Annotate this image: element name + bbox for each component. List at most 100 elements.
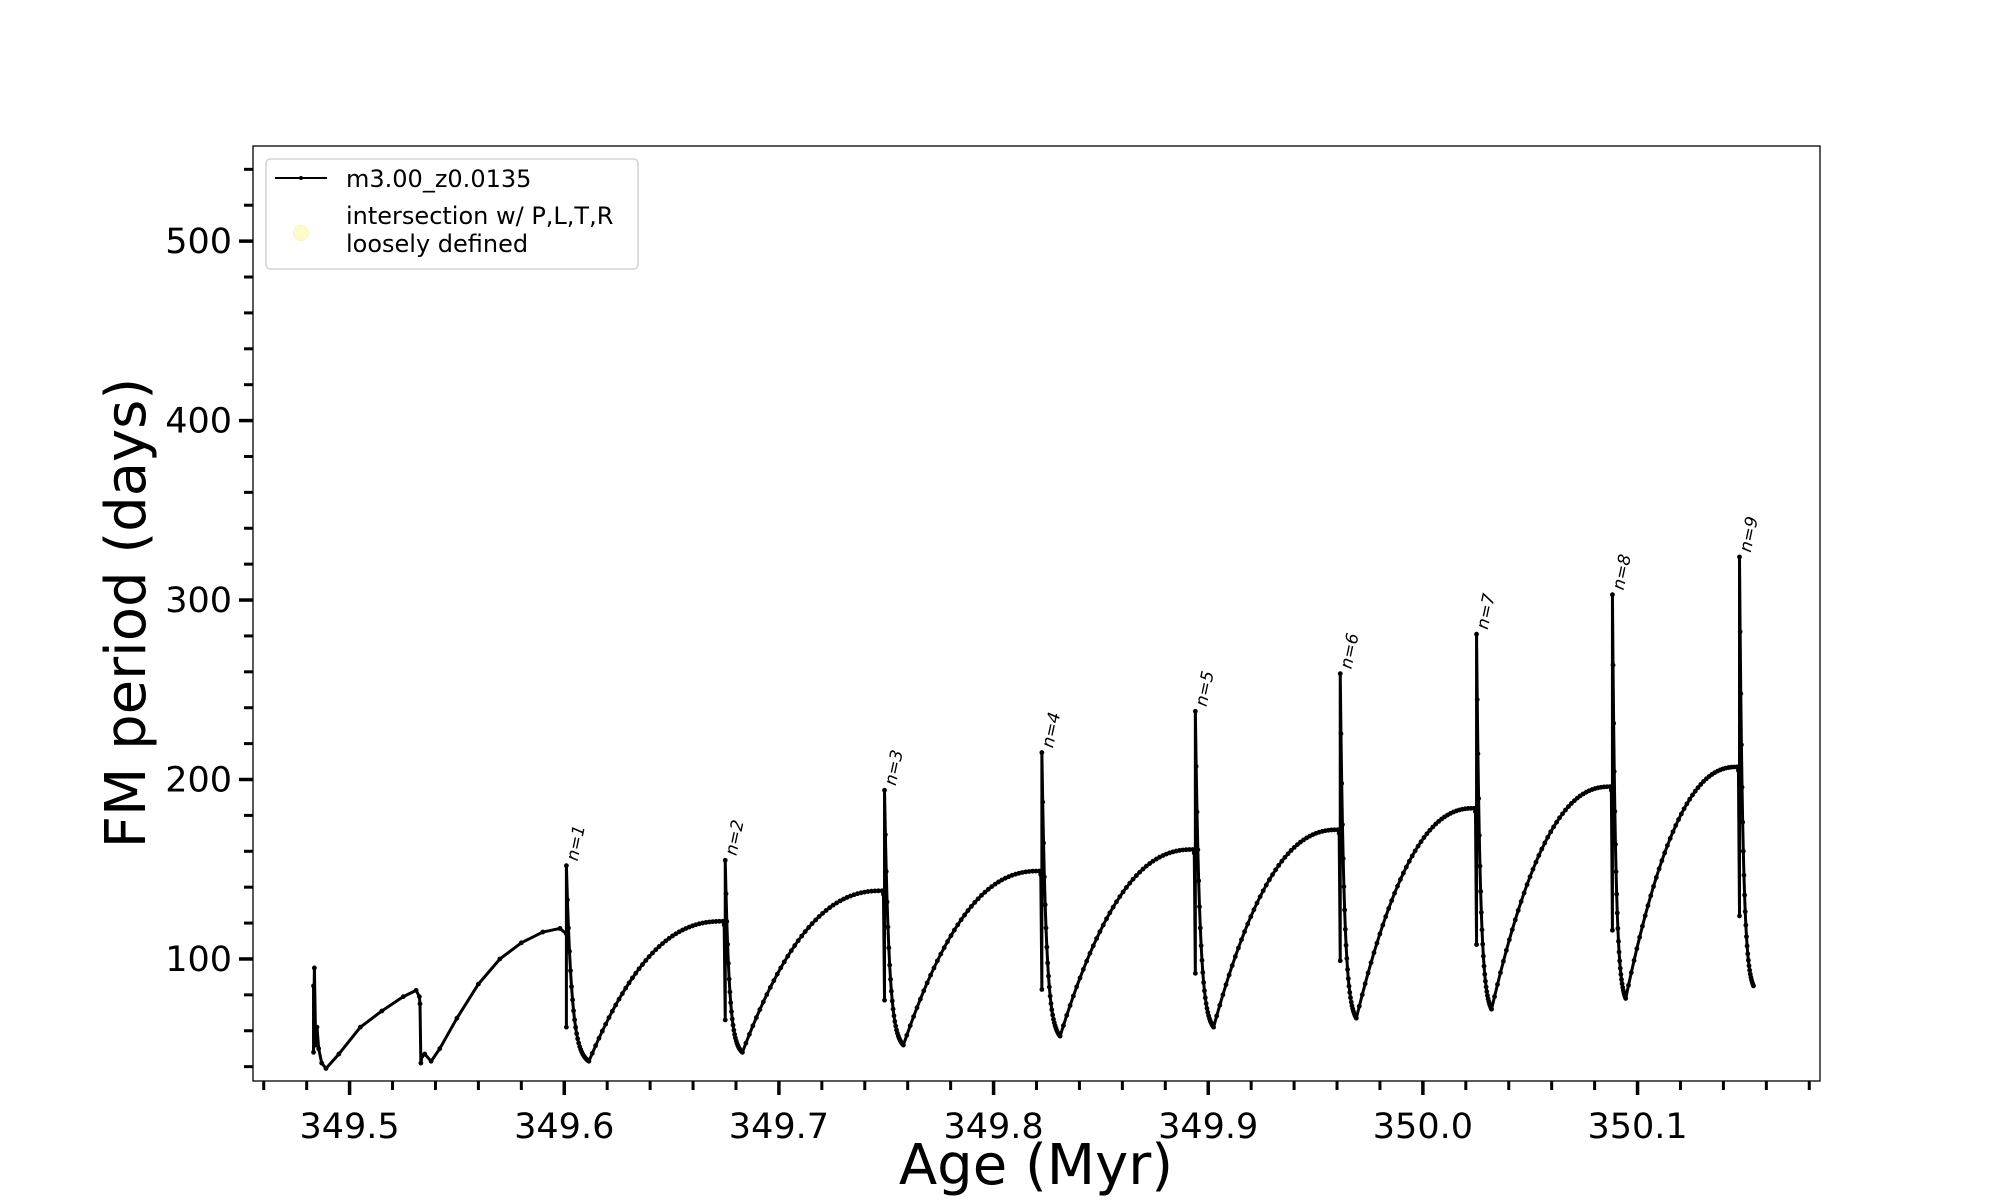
annotation-label: n=1: [563, 823, 590, 862]
series-point: [1291, 845, 1297, 850]
series-point: [568, 968, 573, 974]
series-point: [1137, 869, 1143, 875]
series-point: [1127, 880, 1133, 886]
series-point: [1536, 853, 1542, 858]
series-point: [1492, 994, 1497, 1000]
series-point: [1061, 1023, 1066, 1028]
series-point: [1276, 862, 1282, 868]
series-point: [1039, 987, 1045, 992]
series-point: [1542, 840, 1548, 846]
series-point: [1220, 992, 1226, 998]
series-point: [1612, 808, 1618, 814]
series-point: [1211, 1024, 1216, 1030]
series-point: [1483, 978, 1488, 984]
series-point: [1533, 859, 1539, 865]
series-point: [540, 929, 546, 935]
series-point: [1067, 1003, 1073, 1008]
series-point: [1204, 1005, 1210, 1011]
series-point: [713, 919, 719, 924]
series-point: [1611, 769, 1617, 774]
series-point: [1110, 904, 1116, 910]
series-point: [1232, 954, 1238, 959]
series-point: [1356, 1003, 1362, 1009]
series-point: [1527, 874, 1533, 880]
legend-entry-series: m3.00_z0.0135: [346, 165, 531, 193]
series-point: [1257, 894, 1263, 900]
series-point: [1684, 801, 1690, 807]
series-point: [336, 1051, 342, 1057]
series-point: [1480, 941, 1486, 947]
series-point: [1737, 629, 1743, 635]
series-point: [1030, 868, 1035, 874]
y-axis-label: FM period (days): [94, 378, 159, 848]
series-point: [948, 933, 954, 939]
annotation-label: n=7: [1473, 592, 1500, 631]
series-point: [1737, 554, 1742, 560]
series-point: [1077, 975, 1083, 981]
series-point: [727, 989, 733, 995]
series-point: [1133, 873, 1139, 878]
series-point: [722, 1017, 728, 1023]
series-point: [1051, 1016, 1056, 1022]
series-point: [1343, 942, 1349, 948]
series-point: [1214, 1013, 1220, 1019]
series-point: [1610, 927, 1615, 933]
series-point: [1200, 970, 1206, 975]
series-point: [1673, 823, 1679, 828]
series-point: [1692, 788, 1698, 794]
series-point: [1659, 858, 1665, 864]
series-point: [416, 994, 422, 1000]
series-point: [1551, 824, 1557, 830]
series-point: [1403, 864, 1409, 870]
series-point: [1251, 907, 1257, 913]
series-point: [1194, 809, 1200, 815]
series-point: [1057, 1033, 1063, 1039]
series-point: [911, 1014, 916, 1019]
series-point: [1202, 988, 1207, 994]
series-point: [1070, 993, 1076, 999]
series-point: [564, 863, 569, 869]
series-point: [1548, 829, 1554, 835]
series-point: [1084, 958, 1090, 964]
x-axis-ticks: 349.5 349.6 349.7 349.8 349.9 350.0 350.1: [262, 1081, 1811, 1147]
series-point: [1191, 850, 1197, 856]
series-point: [753, 1015, 759, 1020]
series-point: [599, 1028, 605, 1034]
series-point: [1340, 822, 1345, 827]
series-point: [1229, 963, 1235, 968]
legend: m3.00_z0.0135 intersection w/ P,L,T,R lo…: [265, 158, 639, 270]
legend-box: [265, 158, 639, 270]
annotation-label: n=3: [881, 748, 908, 787]
series-point: [603, 1021, 609, 1027]
series-point: [1670, 829, 1676, 835]
series-point: [619, 991, 625, 996]
series-point: [757, 1007, 763, 1012]
series-point: [565, 897, 570, 903]
series-point: [869, 888, 874, 894]
series-point: [968, 903, 974, 909]
series-point: [1421, 835, 1427, 840]
series-point: [1337, 958, 1343, 964]
series-point: [938, 951, 944, 957]
series-point: [497, 956, 503, 962]
series-point: [891, 1013, 897, 1019]
series-point: [1040, 799, 1046, 805]
y-tick-label: 500: [165, 222, 232, 262]
series-point: [1539, 846, 1545, 852]
series-point: [876, 888, 881, 894]
series-point: [1554, 819, 1560, 825]
series-point: [1383, 914, 1389, 919]
annotation-label: n=8: [1609, 552, 1636, 591]
series-point: [1335, 827, 1341, 833]
series-point: [1087, 950, 1093, 956]
series-point: [1362, 981, 1368, 987]
series-point: [596, 1035, 602, 1041]
series-point: [1746, 963, 1752, 969]
series-point: [1619, 977, 1624, 982]
series-point: [1651, 884, 1656, 889]
series-point: [1041, 874, 1047, 880]
series-point: [643, 958, 649, 963]
y-tick-label: 100: [165, 940, 232, 980]
series-point: [557, 926, 563, 931]
series-point: [882, 997, 887, 1003]
